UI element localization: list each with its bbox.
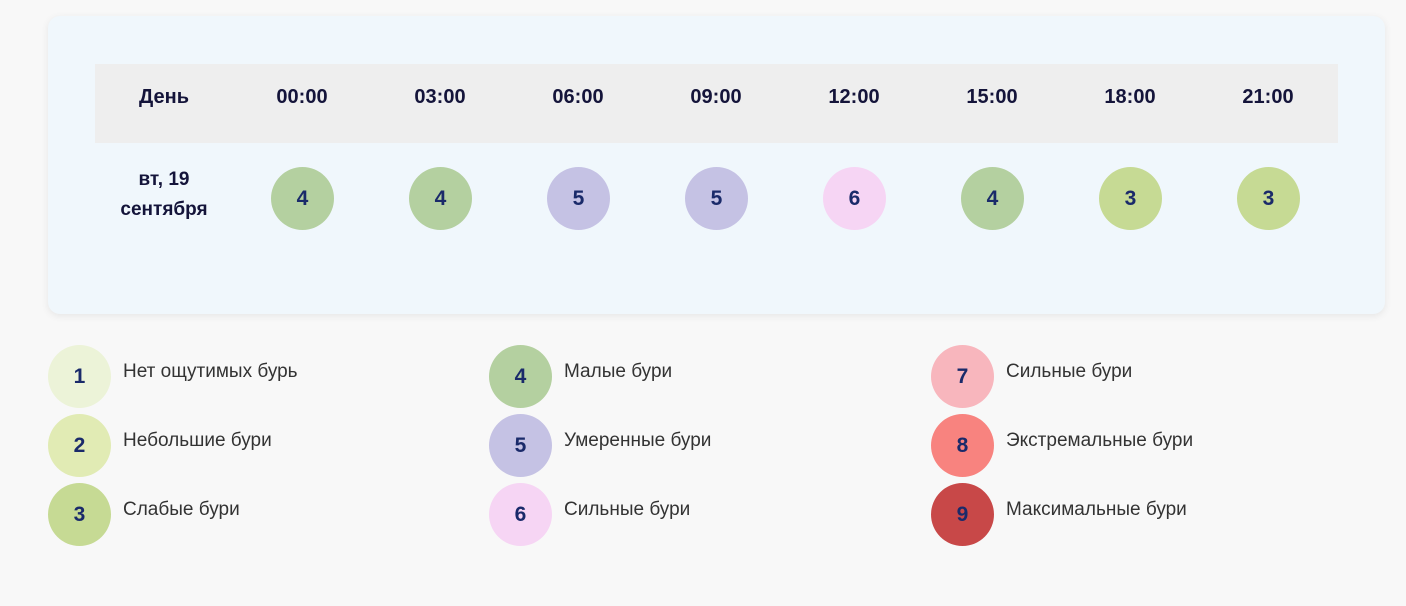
legend-label: Малые бури — [564, 361, 673, 382]
legend-label: Умеренные бури — [564, 430, 712, 451]
header-time: 03:00 — [414, 86, 466, 108]
legend-label: Сильные бури — [1006, 361, 1133, 382]
kp-value: 4 — [409, 167, 472, 230]
legend-level: 6 — [489, 483, 552, 546]
header-time: 18:00 — [1104, 86, 1156, 108]
legend-level: 1 — [48, 345, 111, 408]
kp-value: 5 — [547, 167, 610, 230]
forecast-card: День 00:00 03:00 06:00 09:00 12:00 15:00… — [48, 16, 1385, 314]
legend-label: Экстремальные бури — [1006, 430, 1194, 451]
table-row: вт, 19 сентября 4 4 5 5 6 4 3 3 — [95, 143, 1338, 253]
day-cell: вт, 19 сентября — [95, 165, 233, 225]
header-time: 06:00 — [552, 86, 604, 108]
kp-value: 4 — [961, 167, 1024, 230]
legend-label: Небольшие бури — [123, 430, 272, 451]
table-header: День 00:00 03:00 06:00 09:00 12:00 15:00… — [95, 64, 1338, 143]
kp-value: 3 — [1099, 167, 1162, 230]
legend-level: 4 — [489, 345, 552, 408]
header-time: 09:00 — [690, 86, 742, 108]
header-time: 21:00 — [1242, 86, 1294, 108]
legend-label: Сильные бури — [564, 499, 691, 520]
legend-level: 7 — [931, 345, 994, 408]
kp-value: 5 — [685, 167, 748, 230]
day-month: сентября — [120, 199, 208, 220]
legend-level: 3 — [48, 483, 111, 546]
legend-label: Нет ощутимых бурь — [123, 361, 298, 382]
kp-value: 4 — [271, 167, 334, 230]
legend-level: 2 — [48, 414, 111, 477]
header-time: 00:00 — [276, 86, 328, 108]
legend-level: 9 — [931, 483, 994, 546]
legend-label: Слабые бури — [123, 499, 240, 520]
header-day: День — [139, 86, 189, 108]
legend-label: Максимальные бури — [1006, 499, 1187, 520]
header-time: 12:00 — [828, 86, 880, 108]
day-date: вт, 19 — [138, 169, 190, 190]
header-time: 15:00 — [966, 86, 1018, 108]
legend-level: 5 — [489, 414, 552, 477]
legend-level: 8 — [931, 414, 994, 477]
kp-value: 3 — [1237, 167, 1300, 230]
kp-value: 6 — [823, 167, 886, 230]
